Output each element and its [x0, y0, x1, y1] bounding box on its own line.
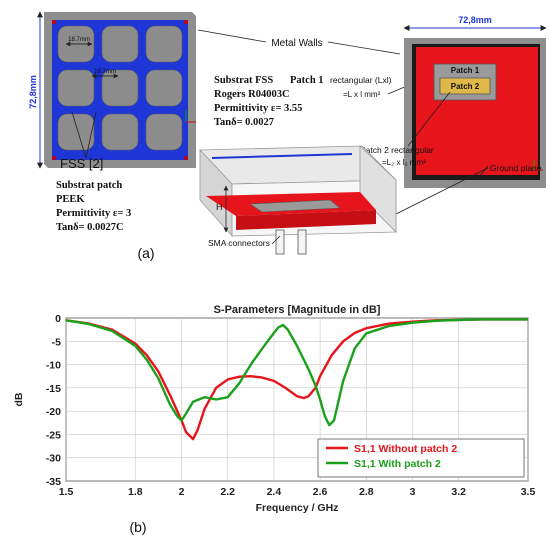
- fss-cell: [101, 69, 139, 107]
- x-tick-label: 3.5: [521, 486, 536, 498]
- chart-series: [65, 318, 528, 441]
- patch2-pointer: [407, 91, 451, 147]
- y-tick-label: -5: [52, 336, 61, 348]
- height-label: H: [216, 202, 223, 212]
- y-tick-label: -35: [46, 476, 61, 488]
- metal-walls-pointer-left: [197, 29, 267, 43]
- series-line-1: [65, 318, 528, 441]
- x-axis-label: Frequency / GHz: [256, 502, 339, 514]
- y-tick-labels: 0 -5 -10 -15 -20 -25 -30 -35: [46, 313, 61, 488]
- patch-2-label: Patch 2: [451, 82, 480, 91]
- x-tick-label: 1.5: [59, 486, 74, 498]
- ground-plane-pointer: [477, 165, 489, 179]
- metal-walls-pointer-right: [327, 41, 401, 55]
- sma-pointer: [271, 235, 281, 245]
- x-tick-labels: 1.5 1.8 2 2.2 2.4 2.6 2.8 3 3.2 3.5: [59, 486, 536, 498]
- substrat-fss-text: Substrat FSS Rogers R04003C Permittivity…: [214, 75, 302, 128]
- fss-cell: [145, 69, 183, 107]
- caption-a: (a): [137, 245, 154, 261]
- series-line-2: [65, 318, 528, 427]
- fss-pointer-2: [85, 111, 97, 159]
- patch2-area: =L₂ x l₂ mm²: [382, 158, 426, 167]
- fss-cell: [101, 25, 139, 63]
- metal-walls-label: Metal Walls: [271, 38, 322, 49]
- y-axis-label: dB: [13, 392, 25, 406]
- y-tick-label: -30: [46, 453, 61, 465]
- y-tick-label: -15: [46, 383, 61, 395]
- patch1-shape: rectangular (Lxl): [330, 75, 392, 85]
- fss-label: FSS [2]: [60, 156, 103, 171]
- fss-height-dimension: 72,8mm: [28, 75, 38, 109]
- patch-1-label: Patch 1: [451, 66, 480, 75]
- fss-cell: [145, 25, 183, 63]
- y-tick-label: -20: [46, 406, 61, 418]
- substrat-patch-line-4: Tanδ= 0.0027C: [56, 222, 124, 233]
- sma-connectors-label: SMA connectors: [208, 238, 270, 248]
- substrat-fss-line-2: Rogers R04003C: [214, 89, 290, 100]
- cavity-box: [199, 145, 397, 255]
- substrat-fss-line-1: Substrat FSS: [214, 75, 273, 86]
- substrat-patch-text: Substrat patch PEEK Permittivity ε= 3 Ta…: [56, 180, 131, 233]
- fss-pointer-1: [71, 111, 87, 159]
- x-tick-label: 3.2: [451, 486, 466, 498]
- patch-2-rect: [439, 77, 491, 95]
- x-tick-label: 2.8: [359, 486, 374, 498]
- chart-legend: S1,1 Without patch 2 S1,1 With patch 2: [317, 438, 525, 478]
- fss-board: [44, 12, 196, 168]
- patch1-title: Patch 1: [290, 75, 324, 86]
- caption-b: (b): [129, 519, 146, 535]
- fss-cell: [57, 69, 95, 107]
- patch1-area: =L x l mm²: [343, 90, 381, 99]
- y-tick-label: -25: [46, 429, 61, 441]
- legend-label-2: S1,1 With patch 2: [354, 458, 441, 470]
- fss-cell-grid: [57, 25, 183, 151]
- ground-plane-label: Ground plane: [490, 163, 542, 173]
- fss-cell: [101, 113, 139, 151]
- x-tick-label: 3: [410, 486, 416, 498]
- chart-title: S-Parameters [Magnitude in dB]: [214, 304, 381, 316]
- x-tick-label: 1.8: [128, 486, 143, 498]
- sma-connector-icons: [275, 229, 307, 255]
- ground-plane-pointer-2: [395, 167, 489, 215]
- s-parameters-chart: 1.5 1.8 2 2.2 2.4 2.6 2.8 3 3.2 3.5 0 -5 -10 -15 -20 -…: [13, 304, 535, 514]
- patch-width-dimension: 72,8mm: [458, 15, 492, 25]
- fss-axes-icon: [181, 110, 196, 129]
- substrat-fss-line-3: Permittivity ε= 3.55: [214, 103, 302, 114]
- cell-dimension-1: 18.7mm: [68, 37, 90, 43]
- y-tick-label: -10: [46, 360, 61, 372]
- x-tick-label: 2: [179, 486, 185, 498]
- substrat-patch-line-3: Permittivity ε= 3: [56, 208, 131, 219]
- cell-dimension-2: 18.7mm: [94, 69, 116, 75]
- patch-axes-icon: [533, 160, 543, 171]
- fss-cell: [57, 113, 95, 151]
- fss-cell: [145, 113, 183, 151]
- patch-board: Patch 1 Patch 2: [404, 38, 546, 188]
- substrat-patch-line-1: Substrat patch: [56, 180, 122, 191]
- legend-box: [317, 438, 525, 478]
- x-tick-label: 2.4: [267, 486, 282, 498]
- substrat-fss-line-4: Tanδ= 0.0027: [214, 117, 274, 128]
- x-tick-label: 2.6: [313, 486, 328, 498]
- y-tick-label: 0: [55, 313, 61, 325]
- substrat-patch-line-2: PEEK: [56, 194, 85, 205]
- x-tick-label: 2.2: [220, 486, 235, 498]
- legend-label-1: S1,1 Without patch 2: [354, 443, 457, 455]
- patch2-title: Patch 2 rectangular: [360, 145, 434, 155]
